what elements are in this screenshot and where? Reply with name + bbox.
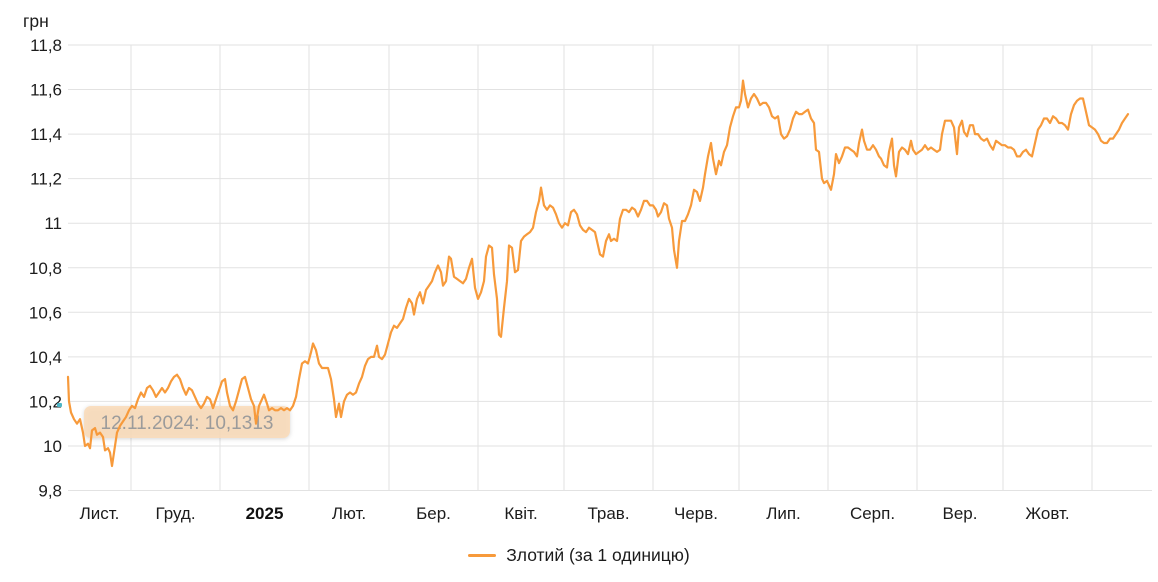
x-tick-label: Жовт. [1025, 504, 1069, 523]
tooltip-box [84, 406, 290, 438]
y-tick-label: 11,8 [30, 36, 62, 55]
y-tick-label: 10,2 [29, 392, 62, 411]
y-axis-unit-label: грн [23, 11, 49, 31]
x-tick-label: Вер. [943, 504, 978, 523]
x-tick-label: Черв. [674, 504, 718, 523]
series-line-zloty [66, 79, 1130, 468]
y-tick-label: 11 [44, 214, 62, 233]
y-axis-ticks: 11,8 11,6 11,4 11,2 11 10,8 10,6 10,4 10,2 10 9,8 [29, 36, 62, 501]
y-tick-label: 10,6 [29, 303, 62, 322]
chart-legend: Злотий (за 1 одиницю) [0, 543, 1158, 567]
grid-lines [68, 44, 1152, 491]
y-tick-label: 10 [43, 437, 62, 456]
x-tick-label: Лип. [766, 504, 801, 523]
y-tick-label: 11,2 [30, 170, 62, 189]
x-tick-label: Квіт. [504, 504, 537, 523]
x-tick-label: Трав. [587, 504, 629, 523]
x-tick-label: Серп. [850, 504, 895, 523]
legend-line-icon [468, 553, 497, 557]
cursor-tick [57, 403, 62, 407]
x-tick-label: Лют. [332, 504, 366, 523]
y-tick-label: 10,4 [29, 348, 62, 367]
legend-item-label: Злотий (за 1 одиницю) [506, 544, 690, 565]
x-tick-label: Бер. [416, 504, 451, 523]
y-tick-label: 11,4 [30, 125, 62, 144]
tooltip: 12.11.2024: 10,1313 [84, 406, 290, 438]
y-tick-label: 9,8 [38, 482, 62, 501]
x-tick-label: Лист. [80, 504, 120, 523]
x-axis-ticks: Лист. Груд. 2025 Лют. Бер. Квіт. Трав. Черв. Лип… [80, 504, 1070, 523]
x-tick-label: 2025 [246, 504, 284, 523]
y-tick-label: 10,8 [29, 259, 62, 278]
x-tick-label: Груд. [155, 504, 195, 523]
legend-item-zloty[interactable]: Злотий (за 1 одиницю) [468, 545, 690, 566]
tooltip-text: 12.11.2024: 10,1313 [101, 413, 274, 434]
y-tick-label: 11,6 [30, 81, 62, 100]
